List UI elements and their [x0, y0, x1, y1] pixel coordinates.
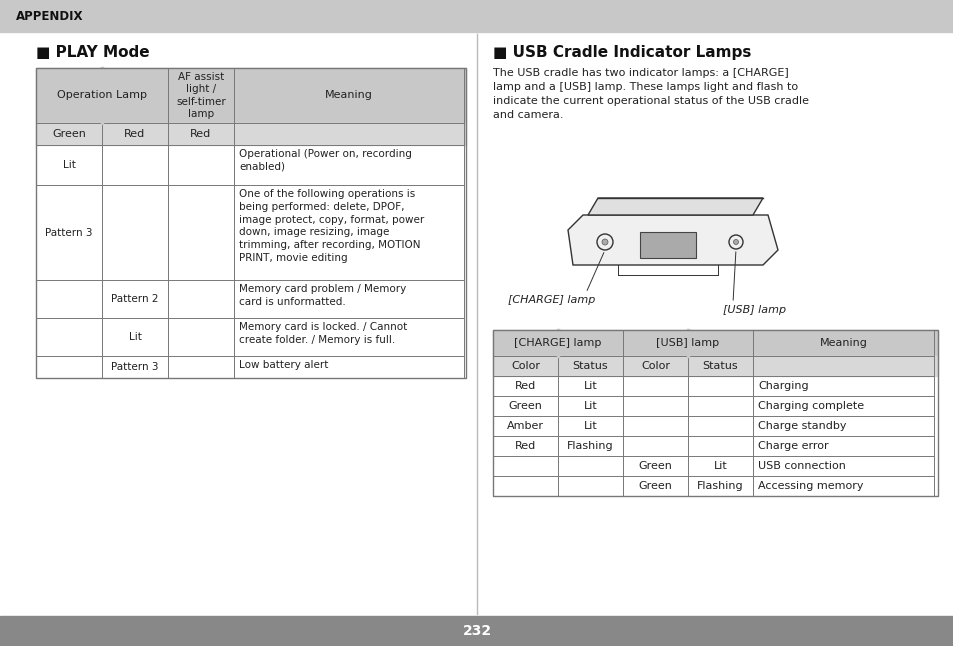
Text: Flashing: Flashing	[567, 441, 613, 451]
Text: Red: Red	[515, 441, 536, 451]
Text: Low battery alert: Low battery alert	[239, 360, 328, 370]
Polygon shape	[567, 215, 778, 265]
Text: Meaning: Meaning	[325, 90, 373, 101]
Bar	[493, 356, 937, 376]
Text: [USB] lamp: [USB] lamp	[656, 338, 719, 348]
Text: Lit: Lit	[583, 381, 597, 391]
Text: Green: Green	[52, 129, 86, 139]
Text: USB connection: USB connection	[758, 461, 845, 471]
Polygon shape	[587, 198, 762, 215]
Text: Operation Lamp: Operation Lamp	[57, 90, 147, 101]
Circle shape	[728, 235, 742, 249]
Text: Pattern 3: Pattern 3	[45, 227, 92, 238]
Polygon shape	[639, 232, 696, 258]
Bar	[493, 330, 937, 496]
Circle shape	[733, 240, 738, 244]
Text: Charge standby: Charge standby	[758, 421, 845, 431]
Text: APPENDIX: APPENDIX	[16, 10, 84, 23]
Text: Green: Green	[638, 461, 672, 471]
Text: [USB] lamp: [USB] lamp	[722, 305, 785, 315]
Text: [CHARGE] lamp: [CHARGE] lamp	[514, 338, 601, 348]
Text: Charge error: Charge error	[758, 441, 828, 451]
Text: Green: Green	[638, 481, 672, 491]
Text: Lit: Lit	[63, 160, 75, 170]
Text: Flashing: Flashing	[697, 481, 743, 491]
Text: 232: 232	[462, 624, 491, 638]
Text: Pattern 3: Pattern 3	[112, 362, 158, 372]
Text: [CHARGE] lamp: [CHARGE] lamp	[507, 295, 595, 305]
Bar	[36, 123, 465, 145]
Text: Lit: Lit	[129, 332, 141, 342]
Text: Pattern 2: Pattern 2	[112, 294, 158, 304]
Bar	[36, 68, 465, 123]
Text: Red: Red	[515, 381, 536, 391]
Text: Green: Green	[508, 401, 542, 411]
Text: Red: Red	[124, 129, 146, 139]
Text: Memory card is locked. / Cannot
create folder. / Memory is full.: Memory card is locked. / Cannot create f…	[239, 322, 407, 345]
Text: Amber: Amber	[506, 421, 543, 431]
Text: Operational (Power on, recording
enabled): Operational (Power on, recording enabled…	[239, 149, 412, 172]
Text: Status: Status	[702, 361, 738, 371]
Text: Lit: Lit	[713, 461, 726, 471]
Text: Lit: Lit	[583, 421, 597, 431]
Text: ■ USB Cradle Indicator Lamps: ■ USB Cradle Indicator Lamps	[493, 45, 751, 60]
Bar	[36, 68, 465, 378]
Text: Accessing memory: Accessing memory	[758, 481, 862, 491]
Text: Red: Red	[191, 129, 212, 139]
Text: One of the following operations is
being performed: delete, DPOF,
image protect,: One of the following operations is being…	[239, 189, 424, 263]
Circle shape	[597, 234, 613, 250]
Text: Color: Color	[511, 361, 539, 371]
Text: Charging: Charging	[758, 381, 808, 391]
Text: Lit: Lit	[583, 401, 597, 411]
Text: Meaning: Meaning	[819, 338, 866, 348]
Text: Color: Color	[640, 361, 669, 371]
Text: Status: Status	[572, 361, 608, 371]
Text: ■ PLAY Mode: ■ PLAY Mode	[36, 45, 150, 60]
Bar	[0, 0, 953, 32]
Text: Memory card problem / Memory
card is unformatted.: Memory card problem / Memory card is unf…	[239, 284, 406, 307]
Circle shape	[601, 239, 607, 245]
Bar	[493, 330, 937, 356]
Text: AF assist
light /
self-timer
lamp: AF assist light / self-timer lamp	[176, 72, 226, 119]
Bar	[0, 616, 953, 646]
Text: Charging complete: Charging complete	[758, 401, 863, 411]
Text: The USB cradle has two indicator lamps: a [CHARGE]
lamp and a [USB] lamp. These : The USB cradle has two indicator lamps: …	[493, 68, 808, 120]
